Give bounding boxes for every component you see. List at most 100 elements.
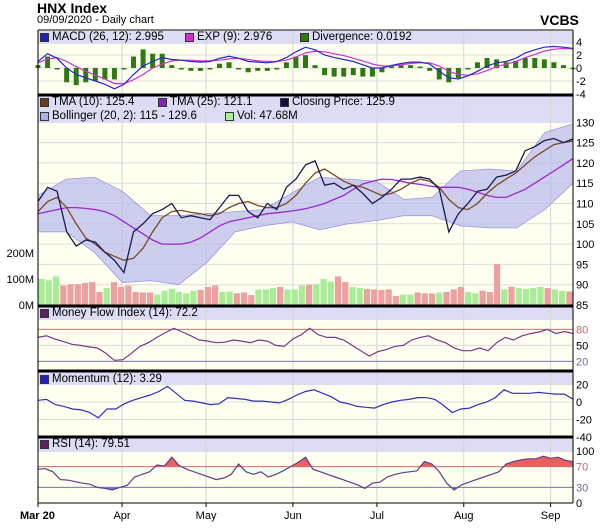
legend-item: EXP (9): 2.976 — [185, 31, 272, 43]
volume-bar — [378, 289, 385, 305]
legend-label: Money Flow Index (14): 72.2 — [52, 307, 198, 319]
legend-swatch-icon — [225, 111, 234, 121]
legend-item: Momentum (12): 3.29 — [40, 373, 162, 385]
y-axis-tick-label: 100 — [576, 239, 594, 251]
divergence-bar — [236, 68, 242, 70]
divergence-bar — [360, 68, 366, 77]
y-axis-tick-label: 115 — [576, 178, 594, 190]
divergence-bar — [551, 62, 557, 68]
x-axis-tick-label: Jun — [284, 510, 302, 522]
divergence-bar — [245, 68, 251, 73]
volume-bar — [277, 286, 284, 305]
divergence-bar — [427, 68, 433, 71]
volume-bar — [465, 292, 472, 305]
divergence-bar — [474, 62, 480, 68]
volume-bar — [551, 289, 559, 305]
y-axis-tick-label: 0 — [576, 397, 582, 409]
divergence-bar — [169, 65, 175, 68]
volume-bar — [363, 288, 371, 305]
legend-band — [38, 307, 573, 320]
volume-bar — [334, 276, 342, 305]
volume-bar — [530, 288, 537, 305]
legend-item: Vol: 47.68M — [225, 110, 298, 122]
divergence-bar — [303, 55, 308, 68]
y-axis-tick-label: -40 — [576, 432, 592, 444]
volume-axis-tick-label: 200M — [6, 248, 34, 260]
divergence-bar — [341, 68, 347, 77]
volume-bar — [479, 290, 486, 305]
volume-bar — [168, 288, 175, 305]
y-axis-tick-label: 105 — [576, 219, 594, 231]
divergence-bar — [522, 57, 528, 68]
legend-item: Bollinger (20, 2): 115 - 129.6 — [40, 110, 197, 122]
divergence-bar — [331, 68, 337, 77]
volume-bar — [204, 286, 212, 305]
volume-bar — [197, 289, 204, 305]
divergence-bar — [379, 68, 385, 73]
x-axis-tick-label: May — [196, 510, 217, 522]
volume-bar — [139, 292, 146, 305]
divergence-bar — [178, 68, 184, 70]
divergence-bar — [197, 68, 203, 71]
divergence-bar — [408, 65, 414, 68]
volume-bar — [522, 288, 530, 305]
divergence-bar — [350, 68, 356, 76]
volume-bar — [327, 281, 334, 305]
y-axis-tick-label: 85 — [576, 300, 588, 312]
legend-item: Money Flow Index (14): 72.2 — [40, 307, 198, 319]
closing-price-line — [37, 137, 574, 274]
volume-bar — [269, 288, 277, 305]
y-axis-tick-label: 90 — [576, 280, 588, 292]
volume-bar — [313, 284, 320, 305]
x-axis-tick-label: Aug — [454, 510, 474, 522]
x-axis-tick-label: Sep — [541, 510, 561, 522]
divergence-bar — [322, 68, 328, 76]
volume-bar — [110, 282, 118, 305]
legend-band — [38, 438, 573, 452]
volume-bar — [81, 282, 89, 305]
volume-bar — [89, 282, 96, 305]
y-axis-tick-label: 4 — [576, 37, 582, 49]
divergence-bar — [494, 59, 500, 68]
volume-bar — [67, 284, 74, 305]
brand-label: VCBS — [540, 12, 579, 28]
volume-bar — [248, 295, 255, 305]
volume-bar — [190, 290, 197, 305]
rsi-line — [37, 455, 574, 491]
y-axis-tick-label: 110 — [576, 199, 594, 211]
volume-bar — [118, 286, 125, 305]
legend-band — [38, 372, 573, 385]
volume-bar — [457, 286, 465, 305]
divergence-bar — [388, 66, 394, 69]
divergence-bar — [274, 68, 280, 70]
legend-label: TMA (10): 125.4 — [52, 96, 135, 108]
y-axis-tick-label: 125 — [576, 138, 594, 150]
y-axis-tick-label: -4 — [576, 89, 586, 101]
mfi-line — [37, 327, 574, 361]
volume-bar — [472, 293, 479, 305]
chart-title: HNX Index — [37, 0, 108, 16]
volume-bar — [240, 292, 248, 305]
volume-axis-tick-label: 100M — [6, 274, 34, 286]
divergence-bar — [64, 68, 70, 83]
divergence-bar — [513, 60, 519, 68]
volume-bar — [399, 294, 407, 305]
y-axis-tick-label: 30 — [576, 482, 588, 494]
y-axis-tick-label: 80 — [576, 324, 588, 336]
volume-bar — [255, 289, 262, 305]
legend-band — [38, 96, 573, 123]
volume-bar — [125, 285, 132, 305]
macd-line — [37, 45, 574, 90]
y-axis-tick-label: 20 — [576, 380, 588, 392]
y-axis-tick-label: -2 — [576, 76, 586, 88]
volume-bar — [212, 285, 219, 305]
legend-swatch-icon — [40, 439, 49, 449]
tma25-line — [37, 157, 574, 245]
divergence-bar — [369, 68, 375, 77]
volume-bar — [60, 285, 67, 305]
y-axis-tick-label: 95 — [576, 259, 588, 271]
legend-label: Closing Price: 125.9 — [292, 96, 395, 108]
rsi-overbought-fill — [155, 456, 573, 467]
volume-bar — [501, 289, 508, 305]
divergence-bar — [45, 56, 51, 68]
